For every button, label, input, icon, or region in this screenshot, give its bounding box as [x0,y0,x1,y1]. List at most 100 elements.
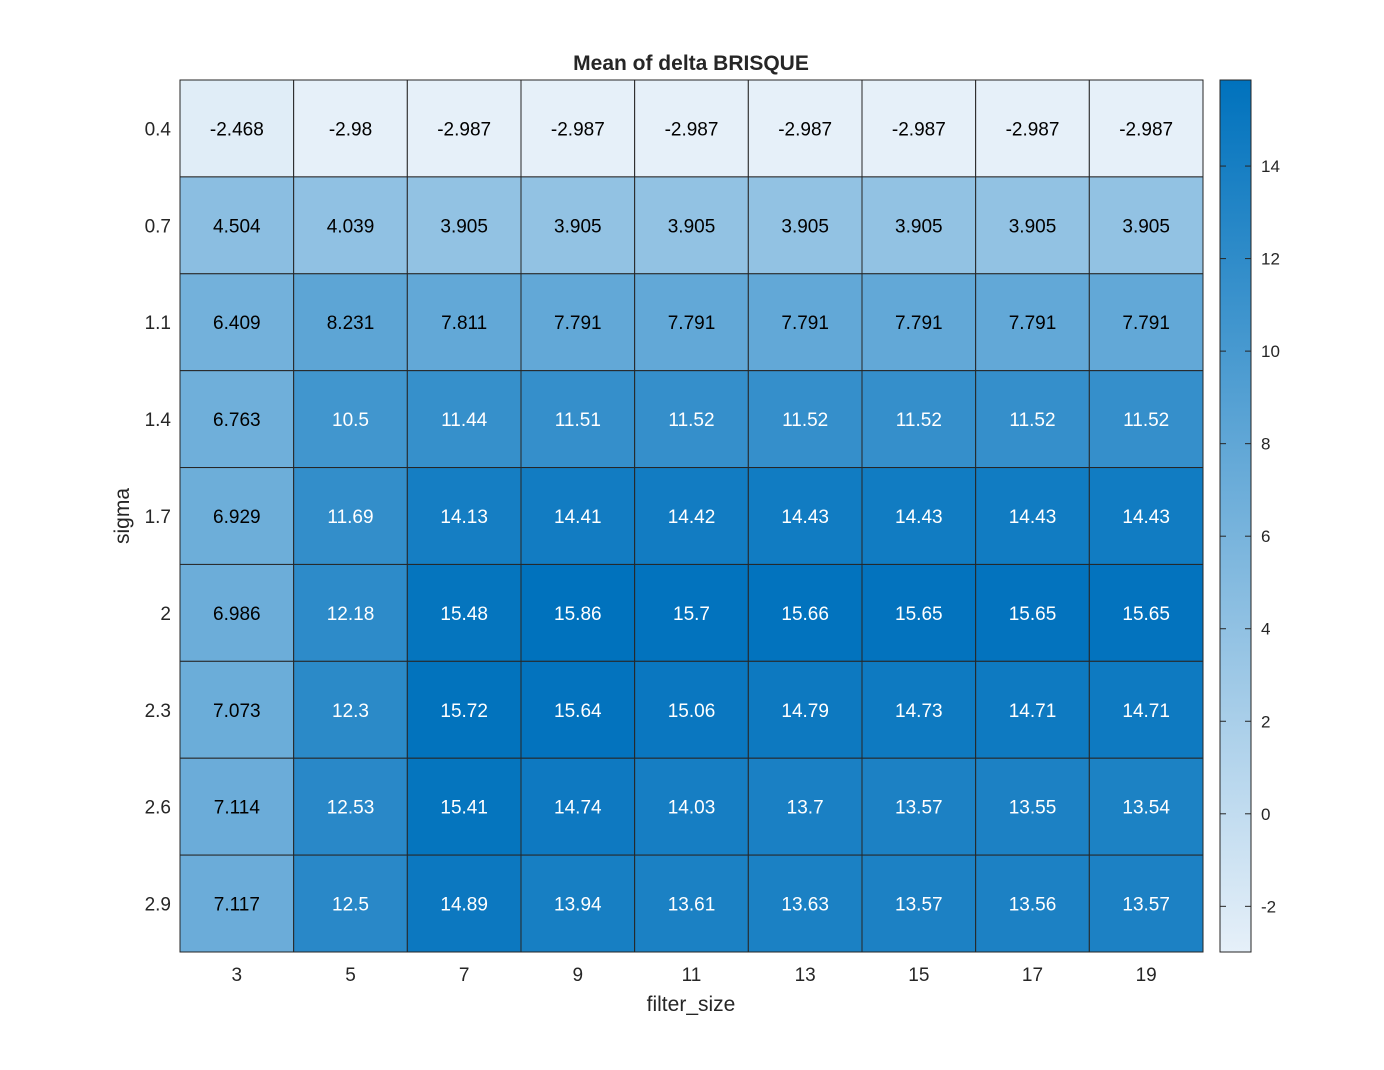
cell-value-label: 14.41 [554,507,602,528]
heatmap-cell [975,563,1090,662]
cell-value-label: 13.54 [1122,798,1170,819]
x-tick-label: 15 [908,965,929,986]
cell-value-label: 7.073 [213,701,261,722]
heatmap-cell [1088,563,1204,662]
y-tick-label: 1.1 [145,313,171,334]
cell-value-label: 4.039 [327,216,375,237]
cell-value-label: 14.43 [781,507,829,528]
cell-value-label: 3.905 [1122,216,1170,237]
cell-value-label: 14.73 [895,701,943,722]
cell-value-label: 13.57 [895,798,943,819]
cell-value-label: 14.13 [440,507,488,528]
cell-value-label: 11.52 [1123,410,1169,431]
cell-value-label: 3.905 [440,216,488,237]
cell-value-label: 15.48 [440,604,488,625]
cell-value-label: 3.905 [895,216,943,237]
cell-value-label: 15.66 [781,604,829,625]
heatmap-cell [406,757,522,856]
heatmap-cell [293,660,408,759]
heatmap-cell [293,854,408,953]
x-tick-label: 19 [1136,965,1157,986]
heatmap-cell [293,467,408,565]
heatmap-cell [179,660,295,759]
heatmap-cell [179,176,295,275]
cell-value-label: 3.905 [1009,216,1057,237]
cell-value-label: 11.52 [668,410,714,431]
cell-value-label: 7.791 [668,313,716,334]
cell-value-label: -2.987 [551,119,605,140]
cell-value-label: 7.791 [1009,313,1057,334]
heatmap-cell [406,563,522,662]
heatmap-cell [1088,176,1204,275]
heatmap-cell [406,467,522,565]
cell-value-label: 15.72 [440,701,488,722]
cell-value-label: -2.987 [1006,119,1060,140]
cell-value-label: 11.52 [1009,410,1055,431]
cell-value-label: 7.791 [554,313,602,334]
cell-value-label: -2.987 [1119,119,1173,140]
heatmap-cell [179,563,295,662]
cell-value-label: 14.74 [554,798,602,819]
heatmap-cell [293,79,408,178]
cell-value-label: 7.114 [214,798,261,819]
cell-value-label: -2.98 [329,119,372,140]
cell-value-label: 11.52 [896,410,942,431]
cell-value-label: 13.63 [781,895,829,916]
cell-value-label: 15.7 [673,604,710,625]
y-tick-label: 2.3 [145,701,171,722]
cell-value-label: 15.41 [440,798,488,819]
heatmap-cell [406,273,522,372]
y-tick-label: 2.6 [145,798,171,819]
heatmap-cell [179,370,295,469]
heatmap-cell [406,176,522,275]
y-tick-labels: 0.4 0.7 1.1 1.4 1.7 2 2.3 2.6 2.9 [145,119,172,915]
cell-value-label: 12.3 [332,701,369,722]
heatmap-cell [747,467,863,565]
heatmap-cell [747,854,863,953]
cell-value-label: 13.94 [554,895,602,916]
heatmap-cell [634,273,749,372]
x-tick-label: 17 [1022,965,1043,986]
heatmap-cell [975,176,1090,275]
heatmap-cell [861,176,977,275]
heatmap-cells: -2.468 -2.98 -2.987 -2.987 -2.987 -2.987 -2.98… [179,79,1204,953]
cell-value-label: 13.61 [668,895,716,916]
cell-value-label: 15.06 [668,701,716,722]
colorbar-tick-label: 12 [1261,250,1280,269]
cell-value-label: 6.409 [213,313,261,334]
heatmap-cell [406,660,522,759]
x-tick-label: 9 [573,965,584,986]
cell-value-label: 14.43 [1122,507,1170,528]
cell-value-label: 15.86 [554,604,602,625]
cell-value-label: 15.65 [895,604,943,625]
heatmap-cell [520,176,636,275]
cell-value-label: 15.64 [554,701,602,722]
colorbar-tick-label: 6 [1261,527,1270,546]
cell-value-label: 11.51 [555,410,601,431]
heatmap-cell [634,79,749,178]
colorbar-tick-label: 2 [1261,712,1270,731]
cell-value-label: 15.65 [1009,604,1057,625]
cell-value-label: 13.7 [787,798,824,819]
heatmap-cell [975,370,1090,469]
x-tick-label: 11 [682,965,702,986]
heatmap-cell [975,79,1090,178]
y-tick-label: 2.9 [145,895,171,916]
cell-value-label: 7.117 [214,895,260,916]
cell-value-label: 14.71 [1122,701,1170,722]
cell-value-label: 13.55 [1009,798,1057,819]
heatmap-cell [520,370,636,469]
cell-value-label: 12.5 [332,895,369,916]
heatmap-cell [179,757,295,856]
cell-value-label: -2.987 [437,119,491,140]
cell-value-label: 12.18 [327,604,375,625]
cell-value-label: 14.89 [440,895,488,916]
x-tick-labels: 3 5 7 9 11 13 15 17 19 [232,965,1157,986]
cell-value-label: -2.468 [210,119,264,140]
heatmap-cell [520,79,636,178]
heatmap-cell [293,563,408,662]
cell-value-label: 14.43 [895,507,943,528]
heatmap-cell [520,854,636,953]
y-tick-label: 0.7 [145,216,171,237]
